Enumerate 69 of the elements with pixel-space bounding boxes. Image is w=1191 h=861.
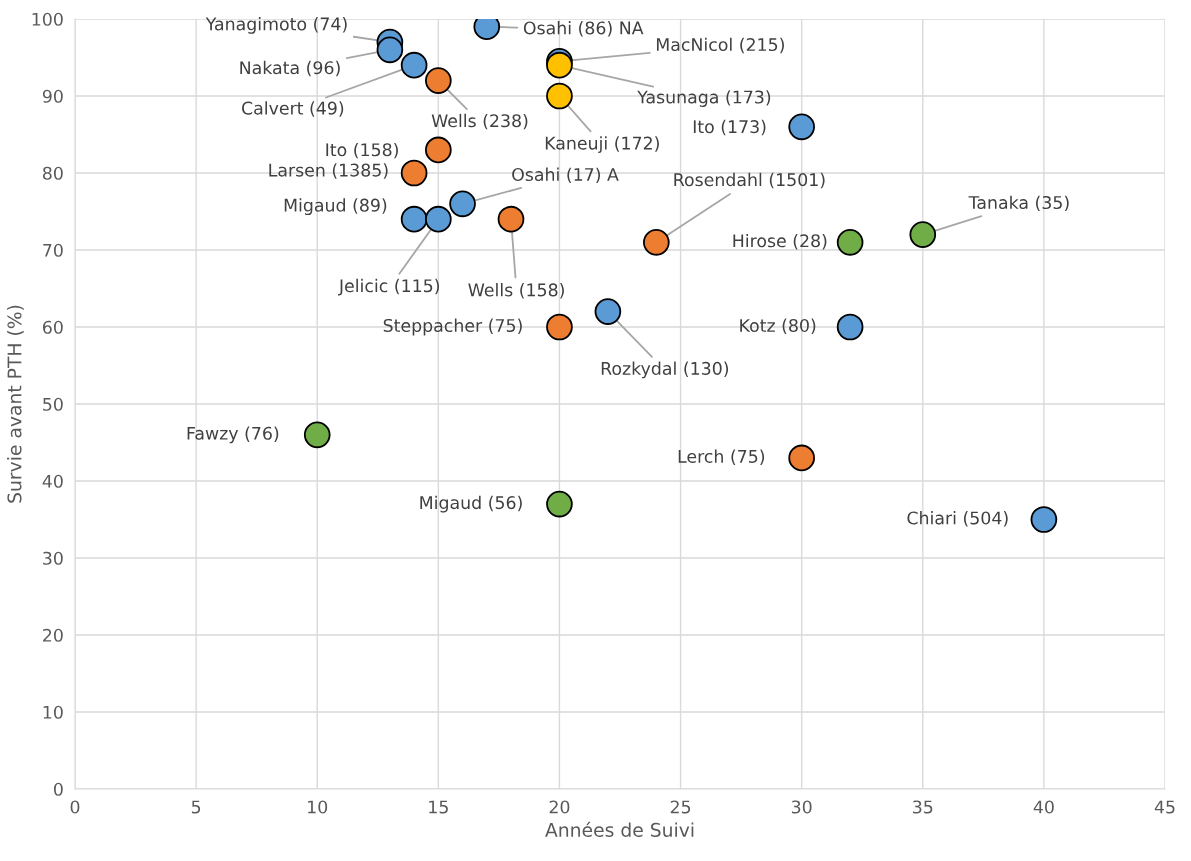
point <box>425 67 452 94</box>
x-tick-label: 5 <box>191 800 201 814</box>
x-tick-label: 20 <box>549 800 570 814</box>
annotation: Nakata (96) <box>240 60 340 77</box>
point <box>425 205 452 233</box>
point <box>643 228 670 256</box>
x-tick-label: 0 <box>70 800 80 814</box>
y-tick-label: 20 <box>43 628 63 642</box>
annotation: Osahi (86) NA <box>523 21 644 37</box>
annotation: Kotz (80) <box>740 318 816 335</box>
y-tick-label: 40 <box>42 474 63 488</box>
annotation: Wells (158) <box>468 283 564 299</box>
annotation: Chiari (504) <box>907 511 1008 527</box>
y-tick-label: 30 <box>43 551 63 565</box>
x-tick-label: 35 <box>913 800 933 814</box>
y-tick-label: 100 <box>32 12 63 26</box>
annotation: Fawzy (76) <box>187 426 279 444</box>
annotation: MacNicol (215) <box>656 37 784 54</box>
y-tick-label: 60 <box>43 320 63 334</box>
point <box>1030 506 1058 533</box>
point <box>836 313 864 341</box>
annotation: Larsen (1385) <box>269 163 388 179</box>
annotation: Jelicic (115) <box>338 278 440 296</box>
y-tick-label: 70 <box>43 243 63 257</box>
annotation: Rozkydal (130) <box>601 361 729 379</box>
point <box>546 82 573 110</box>
annotation: Wells (238) <box>431 113 528 130</box>
point <box>400 51 428 79</box>
y-axis-title: Survie avant PTH (%) <box>7 305 24 503</box>
point <box>400 159 428 187</box>
point <box>376 36 404 64</box>
point <box>400 205 428 233</box>
y-tick-label: 90 <box>42 89 63 103</box>
annotation: Calvert (49) <box>242 101 344 117</box>
annotation: Ito (173) <box>693 119 766 136</box>
point <box>788 113 815 141</box>
x-tick-label: 45 <box>1154 800 1175 814</box>
annotation: Rosendahl (1501) <box>674 172 825 189</box>
point <box>909 221 937 248</box>
point <box>497 205 525 233</box>
point <box>546 313 573 341</box>
point <box>594 298 622 325</box>
annotation: Kaneuji (172) <box>545 136 659 154</box>
x-tick-label: 10 <box>308 800 328 814</box>
annotation: Lerch (75) <box>678 449 765 465</box>
point <box>303 421 331 449</box>
x-axis-title: Années de Suivi <box>545 821 694 837</box>
annotation: Migaud (56) <box>420 495 522 513</box>
x-tick-label: 40 <box>1033 800 1054 814</box>
annotation: Hirose (28) <box>733 233 827 250</box>
y-tick-label: 0 <box>53 782 63 796</box>
annotation: Yanagimoto (74) <box>205 17 347 34</box>
annotation: Yasunaga (173) <box>637 90 771 107</box>
annotation: Steppacher (75) <box>383 318 522 336</box>
y-tick-label: 50 <box>43 397 63 411</box>
point <box>788 444 815 472</box>
y-tick-label: 80 <box>42 166 63 180</box>
point <box>546 490 573 518</box>
y-tick-label: 10 <box>43 705 63 719</box>
annotation: Tanaka (35) <box>968 195 1069 212</box>
point <box>449 190 476 218</box>
point <box>836 228 864 256</box>
annotation: Migaud (89) <box>284 198 387 216</box>
x-tick-label: 15 <box>429 800 448 814</box>
point <box>425 136 452 164</box>
x-tick-label: 25 <box>670 800 691 814</box>
annotation: Ito (158) <box>326 142 398 159</box>
annotation: Osahi (17) A <box>512 167 619 184</box>
x-tick-label: 30 <box>791 800 812 814</box>
